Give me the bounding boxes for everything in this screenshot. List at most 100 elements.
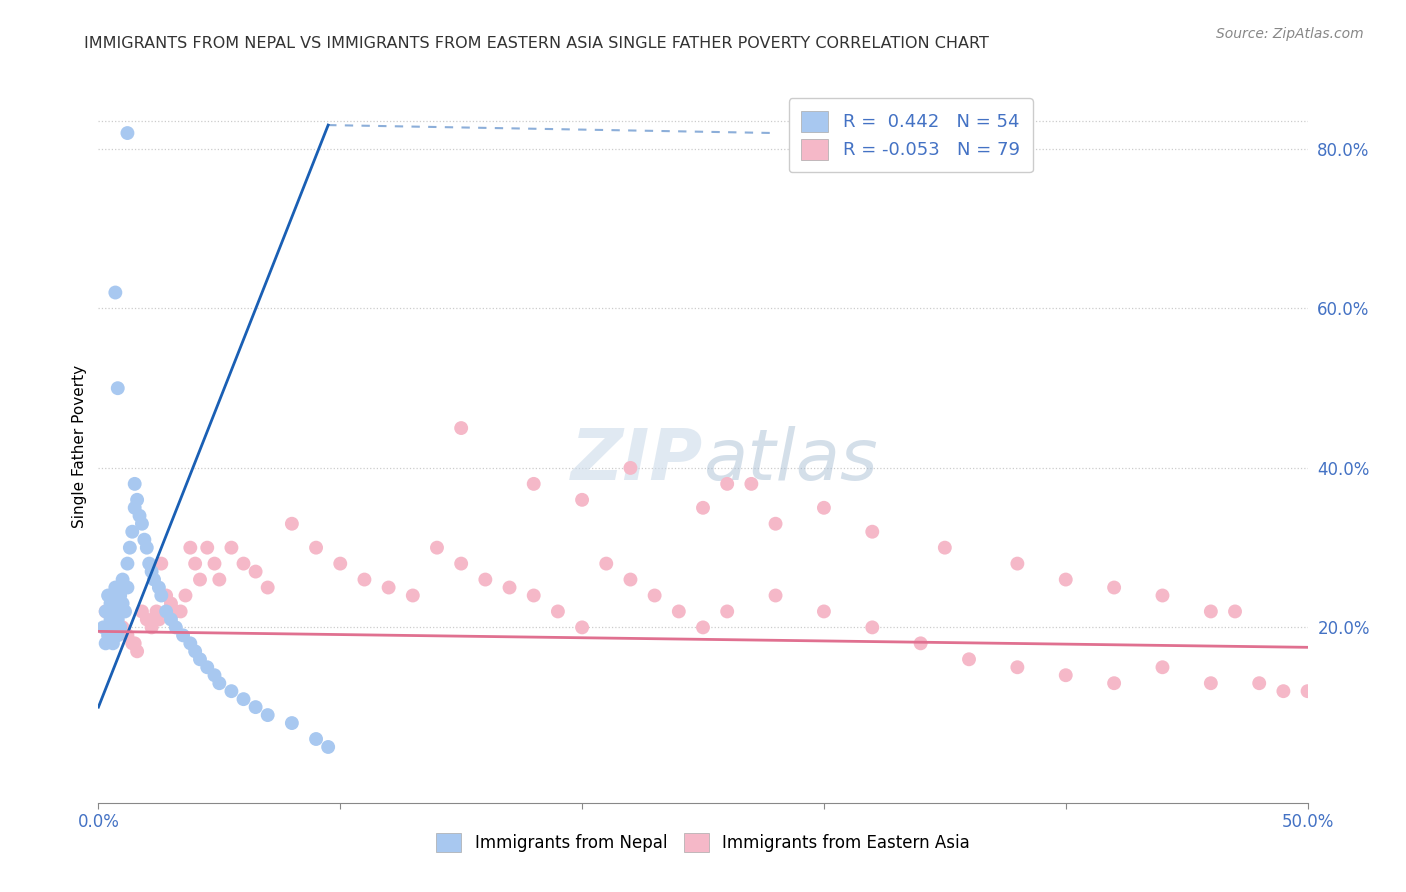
Point [104,604,127,618]
Point [107,381,129,395]
Point [108,589,131,603]
Point [256,708,278,723]
Point [1152,660,1174,674]
Point [145,604,167,618]
Point [128,508,150,523]
Point [316,739,339,754]
Point [179,636,201,650]
Point [104,628,127,642]
Point [934,541,956,555]
Point [121,636,143,650]
Point [716,476,738,491]
Point [101,620,124,634]
Point [174,589,197,603]
Point [195,541,218,555]
Point [117,628,139,642]
Point [208,573,231,587]
Point [121,524,143,539]
Point [94,636,117,650]
Point [97,589,120,603]
Point [305,731,328,746]
Point [450,421,472,435]
Point [141,620,163,634]
Point [124,476,146,491]
Point [204,668,226,682]
Point [860,620,883,634]
Point [208,676,231,690]
Point [1272,684,1295,698]
Point [134,533,156,547]
Point [740,476,762,491]
Point [108,620,131,634]
Point [111,620,134,634]
Point [97,628,120,642]
Point [118,541,141,555]
Point [221,684,243,698]
Point [100,612,122,626]
Point [107,604,129,618]
Point [1152,589,1174,603]
Point [100,597,122,611]
Point [155,604,177,618]
Point [813,604,835,618]
Point [101,636,124,650]
Point [124,500,146,515]
Point [450,557,472,571]
Point [281,516,304,531]
Point [619,461,641,475]
Point [179,541,201,555]
Point [765,589,787,603]
Point [765,516,787,531]
Point [245,565,267,579]
Point [160,597,183,611]
Point [143,573,166,587]
Point [150,557,173,571]
Point [256,581,278,595]
Point [148,612,170,626]
Point [141,565,163,579]
Point [692,620,714,634]
Point [127,644,149,658]
Point [1054,573,1077,587]
Point [184,644,207,658]
Point [1199,604,1222,618]
Text: Source: ZipAtlas.com: Source: ZipAtlas.com [1216,27,1364,41]
Point [910,636,932,650]
Point [595,557,617,571]
Point [100,620,122,634]
Text: IMMIGRANTS FROM NEPAL VS IMMIGRANTS FROM EASTERN ASIA SINGLE FATHER POVERTY CORR: IMMIGRANTS FROM NEPAL VS IMMIGRANTS FROM… [84,36,990,51]
Point [716,604,738,618]
Point [111,573,134,587]
Point [860,524,883,539]
Point [107,612,129,626]
Point [619,573,641,587]
Point [104,285,127,300]
Point [160,612,183,626]
Point [281,716,304,731]
Point [94,604,117,618]
Point [571,492,593,507]
Point [111,597,134,611]
Point [1054,668,1077,682]
Point [204,557,226,571]
Point [195,660,218,674]
Point [91,620,114,634]
Point [245,700,267,714]
Point [1007,557,1029,571]
Point [571,620,593,634]
Y-axis label: Single Father Poverty: Single Father Poverty [72,365,87,527]
Point [155,589,177,603]
Point [127,492,149,507]
Point [1102,581,1125,595]
Point [169,604,191,618]
Point [148,581,170,595]
Point [523,476,546,491]
Point [135,541,157,555]
Point [150,589,173,603]
Point [232,692,254,706]
Point [1296,684,1319,698]
Point [305,541,328,555]
Point [1223,604,1246,618]
Point [172,628,194,642]
Point [1249,676,1271,690]
